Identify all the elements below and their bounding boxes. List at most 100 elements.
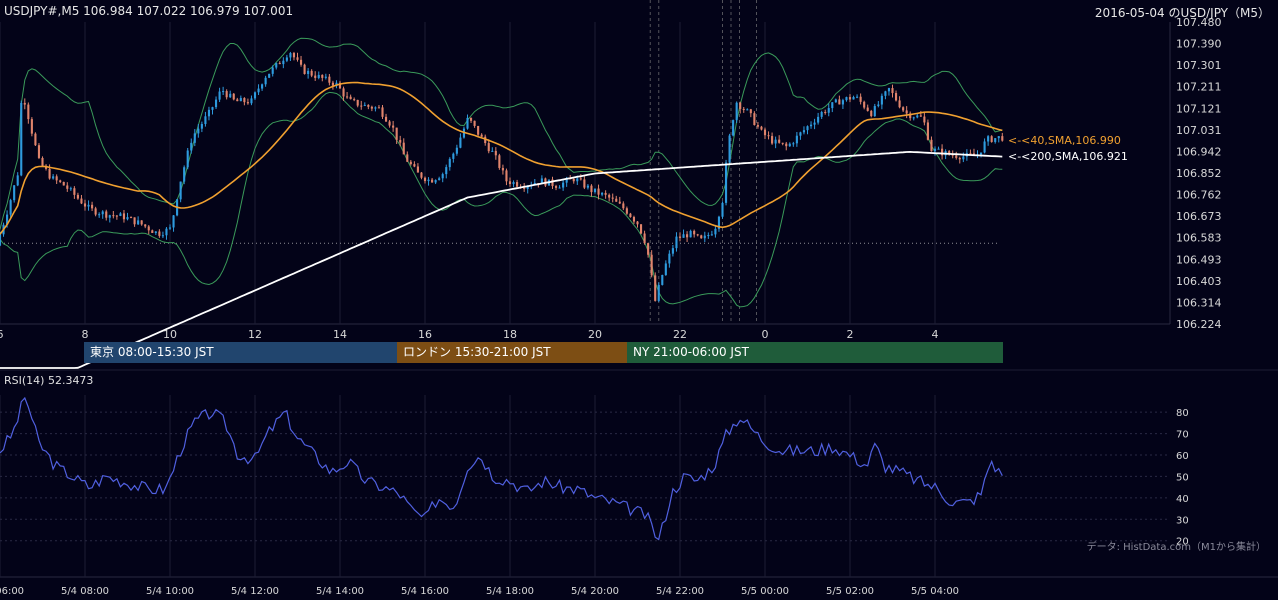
candle-body — [122, 213, 126, 220]
candle-body — [724, 162, 728, 203]
price-y-tick-label: 106.403 — [1176, 275, 1222, 288]
candle-body — [969, 153, 972, 155]
session-london: ロンドン 15:30-21:00 JST — [397, 342, 627, 363]
price-x-tick-label: 6 — [0, 328, 4, 341]
candle-body — [576, 178, 579, 182]
candle-body — [409, 161, 412, 165]
candle-body — [402, 142, 405, 155]
candle-body — [739, 102, 742, 109]
candle-body — [608, 194, 611, 198]
candle-body — [870, 110, 873, 117]
candle-body — [335, 82, 338, 86]
candle-body — [140, 220, 143, 225]
candle-body — [73, 188, 76, 195]
candle-body — [700, 235, 703, 239]
candle-body — [551, 179, 554, 187]
price-x-tick-label: 20 — [588, 328, 602, 341]
candle-body — [420, 172, 423, 178]
candle-body — [948, 151, 951, 155]
candle-body — [909, 113, 912, 119]
candle-body — [158, 231, 161, 236]
candle-body — [923, 116, 926, 123]
candle-body — [0, 234, 2, 246]
candle-body — [27, 104, 30, 120]
candle-body — [997, 136, 1000, 139]
candle-body — [183, 167, 186, 182]
candle-body — [572, 178, 575, 182]
candle-body — [406, 154, 409, 162]
candle-body — [197, 128, 200, 134]
candle-body — [328, 76, 331, 83]
candle-body — [643, 233, 646, 244]
session-ny: NY 21:00-06:00 JST — [627, 342, 1003, 363]
candle-body — [37, 145, 41, 158]
candle-body — [455, 147, 458, 154]
candle-body — [6, 214, 9, 225]
candle-body — [377, 107, 381, 109]
candle-body — [710, 234, 713, 236]
candle-body — [427, 179, 430, 182]
candle-body — [941, 148, 944, 156]
price-x-tick-label: 0 — [762, 328, 769, 341]
candle-body — [484, 136, 487, 144]
candle-body — [516, 182, 519, 187]
candle-body — [342, 88, 345, 97]
candle-body — [661, 274, 664, 285]
candle-body — [958, 157, 961, 160]
candle-body — [87, 204, 90, 207]
candle-body — [824, 111, 827, 113]
candle-body — [817, 116, 820, 123]
candle-body — [395, 127, 398, 140]
candle-body — [979, 152, 983, 155]
candle-body — [774, 139, 777, 144]
candle-body — [289, 53, 292, 58]
candle-body — [664, 263, 667, 275]
price-x-tick-label: 10 — [163, 328, 177, 341]
candle-body — [526, 186, 529, 189]
candle-body — [990, 136, 993, 142]
candle-body — [951, 154, 954, 156]
candle-body — [590, 185, 593, 193]
candle-body — [636, 221, 639, 225]
candle-body — [275, 63, 278, 68]
candle-body — [657, 284, 660, 301]
candle-body — [16, 175, 19, 186]
price-y-tick-label: 107.031 — [1176, 124, 1222, 137]
rsi-label: RSI(14) 52.3473 — [4, 374, 93, 387]
candle-body — [119, 213, 122, 216]
candle-body — [392, 125, 395, 128]
candle-body — [894, 93, 898, 101]
price-y-tick-label: 106.673 — [1176, 210, 1222, 223]
candle-body — [423, 177, 427, 182]
rsi-x-tick-label: 5/4 22:00 — [656, 586, 704, 597]
sma40-label: <-<40,SMA,106.990 — [1008, 134, 1121, 147]
candle-body — [303, 64, 306, 74]
candle-body — [257, 88, 260, 93]
candle-body — [586, 185, 589, 188]
candle-body — [696, 234, 699, 236]
candle-body — [76, 194, 79, 199]
candle-body — [558, 187, 561, 189]
candle-body — [186, 150, 189, 168]
candle-body — [190, 142, 193, 151]
candle-body — [562, 182, 565, 188]
candle-body — [639, 224, 643, 234]
candle-body — [756, 125, 759, 127]
candle-body — [52, 176, 55, 179]
candle-body — [866, 107, 869, 111]
candle-body — [168, 227, 172, 229]
rsi-x-tick-label: 5/4 10:00 — [146, 586, 194, 597]
source-note: データ: HistData.com（M1から集計） — [1087, 540, 1266, 553]
price-y-tick-label: 106.762 — [1176, 189, 1222, 202]
rsi-y-tick-label: 80 — [1176, 408, 1189, 419]
candle-body — [214, 99, 218, 108]
session-tokyo: 東京 08:00-15:30 JST — [84, 342, 397, 363]
candle-body — [902, 107, 905, 111]
candle-body — [229, 93, 232, 98]
candle-body — [200, 123, 203, 129]
candle-body — [438, 178, 441, 181]
candle-body — [852, 97, 855, 100]
candle-body — [13, 185, 16, 201]
candle-body — [473, 120, 476, 126]
candle-body — [891, 88, 894, 94]
